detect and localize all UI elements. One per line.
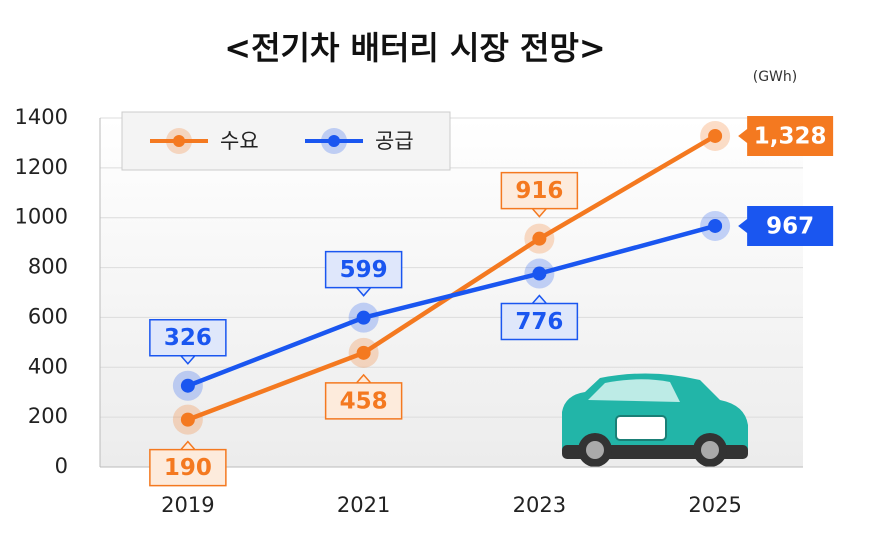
point <box>532 231 547 246</box>
point <box>708 218 723 233</box>
y-tick-label: 0 <box>55 454 68 478</box>
label-box <box>738 115 834 156</box>
point <box>356 345 371 360</box>
legend-marker <box>173 135 185 147</box>
legend-label: 공급 <box>375 129 414 153</box>
data-label: 967 <box>766 213 814 239</box>
point <box>180 378 195 393</box>
x-tick-label: 2021 <box>337 493 390 517</box>
label-box <box>500 294 579 341</box>
data-label: 1,328 <box>754 123 827 149</box>
y-tick-label: 800 <box>28 255 68 279</box>
car-window <box>588 379 680 402</box>
wheel-hub <box>586 441 604 459</box>
chart-title: <전기차 배터리 시장 전망> <box>224 29 605 67</box>
y-tick-label: 600 <box>28 304 68 328</box>
point <box>356 310 371 325</box>
y-tick-label: 1200 <box>15 155 68 179</box>
car <box>562 373 748 467</box>
y-tick-label: 1000 <box>15 205 68 229</box>
data-label: 326 <box>164 325 212 351</box>
y-tick-label: 1400 <box>15 105 68 129</box>
battery-icon <box>615 415 667 441</box>
legend-label: 수요 <box>220 129 259 153</box>
x-tick-label: 2019 <box>161 493 214 517</box>
x-tick-label: 2023 <box>513 493 566 517</box>
data-label: 458 <box>340 388 388 414</box>
data-label: 599 <box>340 257 388 283</box>
label-box <box>500 171 579 218</box>
point <box>532 266 547 281</box>
legend-marker <box>328 135 340 147</box>
label-box <box>324 250 403 297</box>
y-tick-label: 200 <box>28 404 68 428</box>
point <box>708 128 723 143</box>
data-label: 190 <box>164 455 212 481</box>
x-tick-label: 2025 <box>688 493 741 517</box>
line <box>187 223 716 388</box>
wheel-hub <box>701 441 719 459</box>
label-box <box>149 440 227 487</box>
y-tick-label: 400 <box>28 354 68 378</box>
data-label: 916 <box>515 178 563 204</box>
data-label: 776 <box>515 309 563 335</box>
point <box>180 412 195 427</box>
label-box <box>738 205 834 246</box>
label-box <box>149 318 227 365</box>
unit-label: (GWh) <box>753 69 798 85</box>
label-box <box>324 373 403 420</box>
